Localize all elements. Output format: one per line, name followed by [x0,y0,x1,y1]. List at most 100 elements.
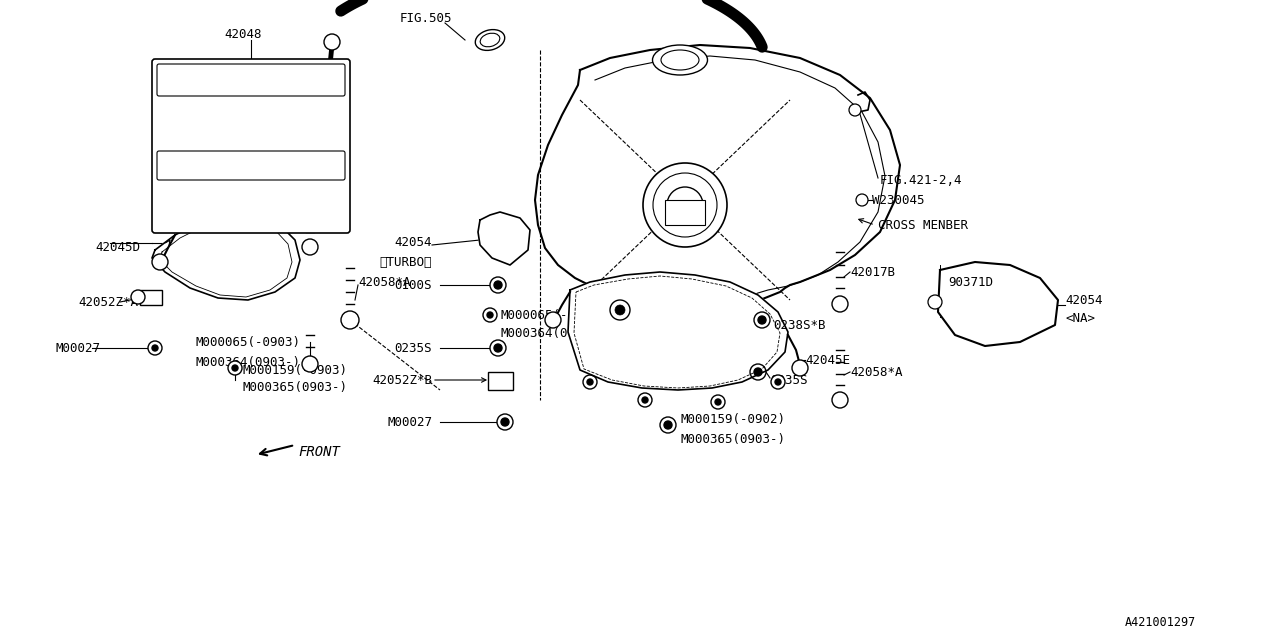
Circle shape [500,418,509,426]
Circle shape [643,163,727,247]
Circle shape [340,311,358,329]
Text: FIG.421-2,4: FIG.421-2,4 [881,173,963,186]
Text: FIG.505: FIG.505 [401,12,453,24]
Text: W140007: W140007 [634,303,686,317]
Circle shape [152,254,168,270]
Circle shape [832,296,849,312]
Ellipse shape [653,45,708,75]
Text: M000065(-0903): M000065(-0903) [195,335,300,349]
Text: 42045E: 42045E [805,353,850,367]
Text: A421001297: A421001297 [1125,616,1197,628]
Text: M000159(-0903): M000159(-0903) [242,364,347,376]
Circle shape [582,375,596,389]
Circle shape [588,379,593,385]
Text: 42017B: 42017B [850,266,895,278]
Circle shape [792,360,808,376]
Circle shape [490,277,506,293]
Circle shape [152,345,157,351]
Circle shape [494,344,502,352]
Text: ⚠ WARN I NG: ⚠ WARN I NG [211,74,291,86]
Ellipse shape [660,50,699,70]
Circle shape [131,290,145,304]
Text: CROSS MENBER: CROSS MENBER [878,218,968,232]
Circle shape [637,393,652,407]
Circle shape [611,300,630,320]
Text: M000365(0903-): M000365(0903-) [242,381,347,394]
Circle shape [754,368,762,376]
Ellipse shape [480,33,499,47]
Text: 90371D: 90371D [948,275,993,289]
Circle shape [774,379,781,385]
Text: ⚠ AVERTI SSEMENT: ⚠ AVERTI SSEMENT [201,161,301,170]
Text: 0235S: 0235S [394,342,433,355]
Text: 42058*A: 42058*A [358,275,411,289]
Text: 〈TURBO〉: 〈TURBO〉 [379,255,433,269]
Bar [666,200,705,225]
Text: 42052Z*A: 42052Z*A [78,296,138,308]
Circle shape [497,414,513,430]
Polygon shape [477,212,530,265]
Circle shape [643,397,648,403]
FancyBboxPatch shape [157,64,346,96]
Text: 0235S: 0235S [771,374,808,387]
Circle shape [306,243,314,251]
Circle shape [228,361,242,375]
Bar [140,290,163,305]
Circle shape [660,417,676,433]
Text: 0100S: 0100S [394,278,433,291]
Circle shape [483,308,497,322]
Text: 42017B: 42017B [223,163,268,177]
Text: 42048: 42048 [224,28,261,40]
Circle shape [750,364,765,380]
Circle shape [545,312,561,328]
Text: M000159(-0902): M000159(-0902) [680,413,785,426]
Circle shape [716,399,721,405]
Text: M000065(-0902): M000065(-0902) [500,308,605,321]
Circle shape [758,316,765,324]
Circle shape [346,316,355,324]
Text: M000365(0903-): M000365(0903-) [680,433,785,447]
FancyBboxPatch shape [157,151,346,180]
Circle shape [302,356,317,372]
Bar [488,372,513,390]
Circle shape [856,194,868,206]
Text: <NA>: <NA> [1065,312,1094,324]
Ellipse shape [475,29,504,51]
Circle shape [494,281,502,289]
Circle shape [771,375,785,389]
Text: FRONT: FRONT [298,445,340,459]
Polygon shape [938,262,1059,346]
Circle shape [832,392,849,408]
Text: M000364(0903-): M000364(0903-) [500,326,605,339]
Circle shape [490,340,506,356]
Circle shape [148,341,163,355]
Circle shape [486,312,493,318]
Text: 0238S*B: 0238S*B [773,319,826,332]
Circle shape [302,239,317,255]
Polygon shape [152,212,300,300]
Text: M00027: M00027 [387,415,433,429]
Circle shape [232,365,238,371]
Circle shape [614,305,625,315]
Polygon shape [568,272,788,390]
Circle shape [836,300,844,308]
Circle shape [754,312,771,328]
Circle shape [664,421,672,429]
Text: 42054: 42054 [1065,294,1102,307]
Circle shape [667,187,703,223]
Text: 42058*A: 42058*A [850,365,902,378]
Circle shape [324,34,340,50]
Text: 42045D: 42045D [95,241,140,253]
Polygon shape [535,45,900,312]
Circle shape [836,396,844,404]
Text: W230045: W230045 [872,193,924,207]
Circle shape [928,295,942,309]
Text: M000364(0903-): M000364(0903-) [195,355,300,369]
FancyBboxPatch shape [152,59,349,233]
Text: 42052Z*B: 42052Z*B [372,374,433,387]
Circle shape [849,104,861,116]
Text: 42054: 42054 [394,236,433,248]
Circle shape [710,395,724,409]
Text: M00027: M00027 [55,342,100,355]
Circle shape [306,360,314,368]
